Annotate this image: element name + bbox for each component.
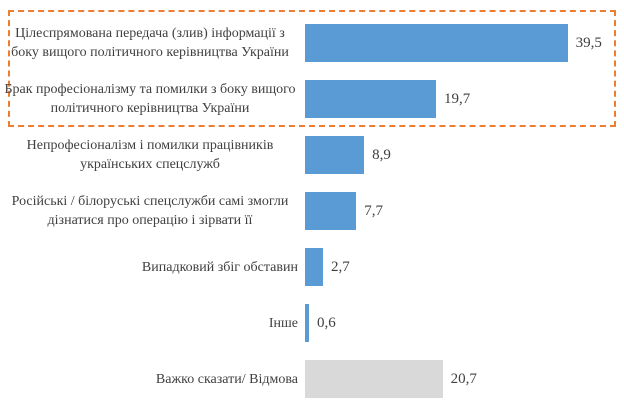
- category-label: Інше: [268, 315, 298, 331]
- value-label: 0,6: [316, 314, 336, 331]
- value-label: 20,7: [450, 370, 477, 387]
- bar-track: 8,9: [298, 127, 624, 183]
- bar: [305, 360, 443, 398]
- chart-row: Інше 0,6: [0, 295, 624, 351]
- bar: [305, 248, 323, 286]
- value-label: 2,7: [330, 258, 350, 275]
- bar-track: 20,7: [298, 351, 624, 407]
- bar: [305, 80, 436, 118]
- chart-row: Цілеспрямована передача (злив) інформаці…: [0, 15, 624, 71]
- category-label-cell: Інше: [0, 314, 298, 333]
- bar-track: 39,5: [298, 15, 624, 71]
- value-label: 19,7: [444, 90, 471, 107]
- category-label-cell: Важко сказати/ Відмова: [0, 370, 298, 389]
- category-label-cell: Цілеспрямована передача (злив) інформаці…: [0, 24, 298, 62]
- chart-row: Російські / білоруські спецслужби самі з…: [0, 183, 624, 239]
- bar: [305, 136, 365, 174]
- chart-row: Важко сказати/ Відмова 20,7: [0, 351, 624, 407]
- bar: [305, 192, 357, 230]
- category-label: Російські / білоруські спецслужби самі з…: [11, 194, 289, 228]
- category-label-cell: Непрофесіоналізм і помилки працівників у…: [0, 136, 298, 174]
- category-label: Непрофесіоналізм і помилки працівників у…: [26, 138, 274, 172]
- category-label: Випадковий збіг обставин: [141, 259, 298, 275]
- chart-plot-area: Цілеспрямована передача (злив) інформаці…: [0, 15, 624, 407]
- bar-track: 7,7: [298, 183, 624, 239]
- category-label: Цілеспрямована передача (злив) інформаці…: [11, 26, 289, 60]
- value-label: 8,9: [372, 146, 391, 163]
- value-label: 39,5: [575, 34, 602, 51]
- category-label: Брак професіоналізму та помилки з боку в…: [4, 82, 296, 116]
- bar-track: 2,7: [298, 239, 624, 295]
- bar: [305, 24, 568, 62]
- category-label-cell: Брак професіоналізму та помилки з боку в…: [0, 80, 298, 118]
- category-label-cell: Російські / білоруські спецслужби самі з…: [0, 192, 298, 230]
- bar-track: 0,6: [298, 295, 624, 351]
- chart-row: Брак професіоналізму та помилки з боку в…: [0, 71, 624, 127]
- category-label-cell: Випадковий збіг обставин: [0, 258, 298, 277]
- category-label: Важко сказати/ Відмова: [155, 371, 298, 387]
- chart-row: Непрофесіоналізм і помилки працівників у…: [0, 127, 624, 183]
- value-label: 7,7: [364, 202, 383, 219]
- bar: [305, 304, 309, 342]
- chart-row: Випадковий збіг обставин 2,7: [0, 239, 624, 295]
- bar-track: 19,7: [298, 71, 624, 127]
